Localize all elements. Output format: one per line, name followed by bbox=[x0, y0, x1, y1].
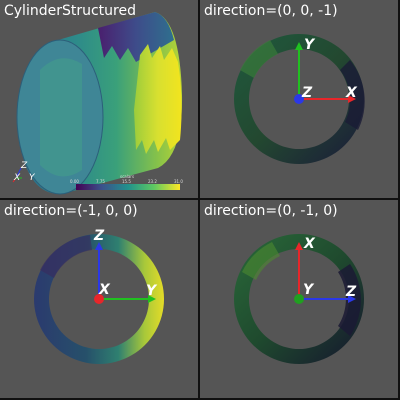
svg-text:Z: Z bbox=[345, 284, 357, 300]
axes-triad: X Z Y bbox=[294, 236, 357, 304]
cylinder-band-dark bbox=[98, 12, 174, 62]
axes-triad: Y X Z bbox=[294, 37, 358, 104]
svg-text:X: X bbox=[345, 85, 358, 101]
pane-title: direction=(0, -1, 0) bbox=[204, 203, 338, 219]
ring-render: Z Y X bbox=[34, 228, 165, 364]
ring-render: X Z Y bbox=[234, 234, 365, 364]
axes-triad: Z Y X bbox=[93, 228, 158, 304]
scalar-bar-ticks: 0.00 7.75 15.5 23.2 31.0 bbox=[70, 179, 183, 184]
pane-title: CylinderStructured bbox=[4, 3, 136, 19]
scalar-bar-title: scalars bbox=[120, 174, 134, 179]
svg-text:0.00: 0.00 bbox=[70, 179, 79, 184]
scalar-bar bbox=[76, 184, 180, 190]
svg-text:X: X bbox=[13, 173, 21, 183]
svg-text:Y: Y bbox=[303, 282, 315, 298]
svg-text:Z: Z bbox=[20, 161, 28, 171]
viewport-perspective[interactable]: scalars 0.00 7.75 15.5 23.2 31.0 Z X Y C… bbox=[0, 0, 198, 198]
svg-text:Z: Z bbox=[93, 228, 105, 244]
pane-title: direction=(-1, 0, 0) bbox=[4, 203, 138, 219]
pane-title: direction=(0, 0, -1) bbox=[204, 3, 338, 19]
viewport-front[interactable]: X Z Y direction=(0, -1, 0) bbox=[200, 200, 398, 398]
svg-text:Z: Z bbox=[301, 85, 313, 101]
svg-text:Y: Y bbox=[146, 283, 158, 299]
svg-text:31.0: 31.0 bbox=[174, 179, 183, 184]
svg-text:Y: Y bbox=[29, 173, 36, 183]
svg-text:7.75: 7.75 bbox=[96, 179, 105, 184]
orientation-widget: Z X Y bbox=[12, 161, 36, 183]
svg-text:X: X bbox=[98, 282, 111, 298]
viewport-top[interactable]: Y X Z direction=(0, 0, -1) bbox=[200, 0, 398, 198]
svg-text:X: X bbox=[303, 236, 316, 252]
cylinder-render: scalars 0.00 7.75 15.5 23.2 31.0 Z X Y bbox=[12, 12, 183, 195]
viewport-side[interactable]: Z Y X direction=(-1, 0, 0) bbox=[0, 200, 198, 398]
svg-text:23.2: 23.2 bbox=[148, 179, 157, 184]
svg-text:15.5: 15.5 bbox=[122, 179, 131, 184]
svg-text:Y: Y bbox=[304, 37, 316, 53]
ring-render: Y X Z bbox=[234, 34, 365, 165]
cylinder-band-yellow bbox=[134, 44, 182, 154]
